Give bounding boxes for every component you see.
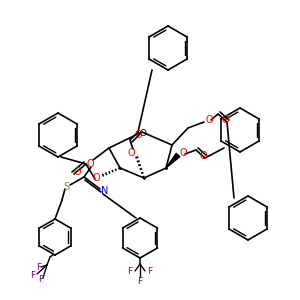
- Text: F: F: [128, 268, 133, 277]
- Text: S: S: [63, 182, 69, 192]
- Text: O: O: [205, 115, 213, 125]
- Polygon shape: [166, 153, 180, 168]
- Text: O: O: [73, 167, 81, 177]
- Text: F: F: [147, 268, 153, 277]
- Text: O: O: [134, 130, 142, 140]
- Text: O: O: [199, 151, 207, 161]
- Text: O: O: [92, 173, 100, 183]
- Text: O: O: [140, 130, 146, 139]
- Text: F: F: [137, 277, 142, 286]
- Text: F: F: [36, 262, 42, 272]
- Text: F: F: [38, 274, 43, 284]
- Text: F: F: [30, 271, 36, 280]
- Text: O: O: [127, 148, 135, 158]
- Text: N: N: [101, 186, 109, 196]
- Text: O: O: [179, 148, 187, 158]
- Text: O: O: [86, 159, 94, 169]
- Text: O: O: [221, 115, 229, 125]
